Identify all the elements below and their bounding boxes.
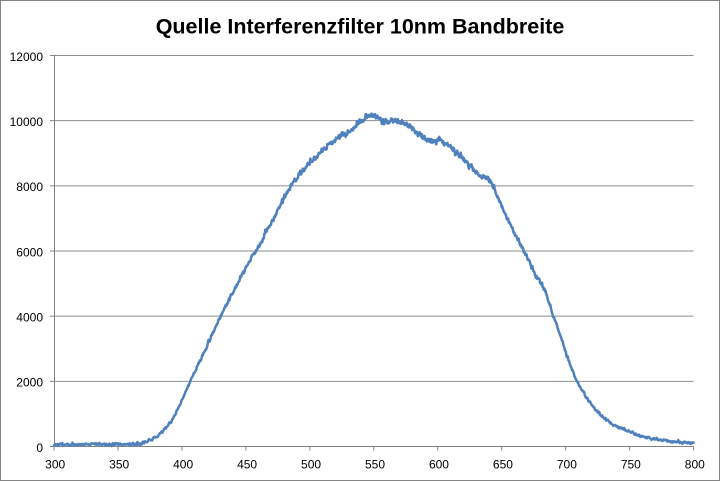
svg-text:650: 650 (493, 458, 513, 472)
svg-text:350: 350 (109, 458, 129, 472)
svg-text:12000: 12000 (10, 50, 44, 64)
svg-text:400: 400 (173, 458, 193, 472)
svg-text:750: 750 (621, 458, 641, 472)
svg-text:4000: 4000 (16, 311, 43, 325)
svg-text:2000: 2000 (16, 376, 43, 390)
svg-text:600: 600 (429, 458, 449, 472)
svg-text:300: 300 (45, 458, 65, 472)
svg-text:700: 700 (557, 458, 577, 472)
svg-text:8000: 8000 (16, 180, 43, 194)
svg-text:550: 550 (365, 458, 385, 472)
svg-text:10000: 10000 (10, 115, 44, 129)
svg-text:800: 800 (685, 458, 705, 472)
svg-text:Quelle Interferenzfilter 10nm: Quelle Interferenzfilter 10nm Bandbreite (156, 15, 565, 39)
svg-text:500: 500 (301, 458, 321, 472)
svg-text:0: 0 (36, 441, 43, 455)
svg-text:450: 450 (237, 458, 257, 472)
svg-text:6000: 6000 (16, 245, 43, 259)
